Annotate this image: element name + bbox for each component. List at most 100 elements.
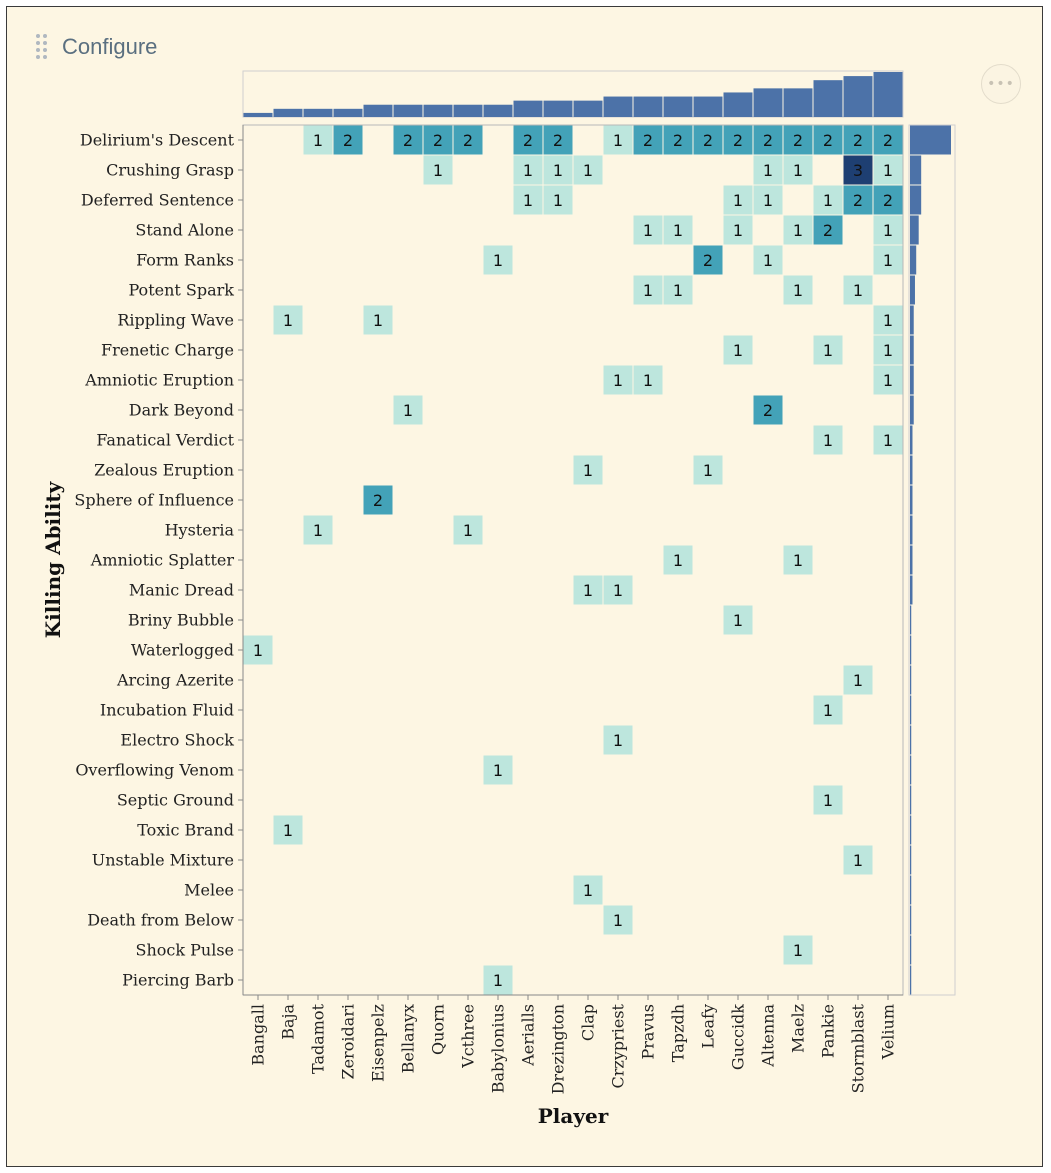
ability-total-bar[interactable] xyxy=(910,635,912,665)
heatmap-cell[interactable] xyxy=(273,305,303,335)
ability-total-bar[interactable] xyxy=(910,755,912,785)
heatmap-cell[interactable] xyxy=(783,935,813,965)
heatmap-cell[interactable] xyxy=(303,125,333,155)
ability-total-bar[interactable] xyxy=(910,695,912,725)
heatmap-cell[interactable] xyxy=(723,605,753,635)
heatmap-cell[interactable] xyxy=(303,515,333,545)
player-total-bar[interactable] xyxy=(633,96,663,117)
ability-total-bar[interactable] xyxy=(910,665,912,695)
configure-button[interactable]: Configure xyxy=(34,32,157,62)
heatmap-cell[interactable] xyxy=(783,545,813,575)
heatmap-cell[interactable] xyxy=(873,425,903,455)
ability-total-bar[interactable] xyxy=(910,125,951,155)
heatmap-cell[interactable] xyxy=(483,965,513,995)
heatmap-cell[interactable] xyxy=(663,275,693,305)
player-total-bar[interactable] xyxy=(483,104,513,117)
heatmap-cell[interactable] xyxy=(363,485,393,515)
heatmap-cell[interactable] xyxy=(783,155,813,185)
heatmap-cell[interactable] xyxy=(633,125,663,155)
player-total-bar[interactable] xyxy=(603,96,633,117)
heatmap-cell[interactable] xyxy=(573,455,603,485)
heatmap-cell[interactable] xyxy=(243,635,273,665)
heatmap-cell[interactable] xyxy=(813,215,843,245)
heatmap-cell[interactable] xyxy=(723,335,753,365)
player-total-bar[interactable] xyxy=(333,108,363,117)
ability-total-bar[interactable] xyxy=(910,185,922,215)
heatmap-cell[interactable] xyxy=(273,815,303,845)
heatmap-cell[interactable] xyxy=(753,395,783,425)
ability-total-bar[interactable] xyxy=(910,485,913,515)
player-total-bar[interactable] xyxy=(453,104,483,117)
heatmap-cell[interactable] xyxy=(633,275,663,305)
heatmap-cell[interactable] xyxy=(813,785,843,815)
heatmap-cell[interactable] xyxy=(513,125,543,155)
heatmap-cell[interactable] xyxy=(753,125,783,155)
player-total-bar[interactable] xyxy=(513,100,543,117)
heatmap-cell[interactable] xyxy=(783,125,813,155)
ability-total-bar[interactable] xyxy=(910,725,912,755)
heatmap-cell[interactable] xyxy=(843,125,873,155)
player-total-bar[interactable] xyxy=(303,108,333,117)
heatmap-cell[interactable] xyxy=(843,185,873,215)
player-total-bar[interactable] xyxy=(663,96,693,117)
player-total-bar[interactable] xyxy=(693,96,723,117)
heatmap-cell[interactable] xyxy=(663,215,693,245)
heatmap-cell[interactable] xyxy=(723,125,753,155)
heatmap-cell[interactable] xyxy=(843,845,873,875)
heatmap-cell[interactable] xyxy=(483,755,513,785)
heatmap-cell[interactable] xyxy=(513,155,543,185)
ability-total-bar[interactable] xyxy=(910,455,913,485)
heatmap-cell[interactable] xyxy=(603,125,633,155)
ability-total-bar[interactable] xyxy=(910,515,913,545)
ability-total-bar[interactable] xyxy=(910,905,912,935)
player-total-bar[interactable] xyxy=(423,104,453,117)
heatmap-cell[interactable] xyxy=(873,335,903,365)
heatmap-cell[interactable] xyxy=(513,185,543,215)
heatmap-cell[interactable] xyxy=(873,125,903,155)
ability-total-bar[interactable] xyxy=(910,935,912,965)
ability-total-bar[interactable] xyxy=(910,305,914,335)
ability-total-bar[interactable] xyxy=(910,605,912,635)
heatmap-cell[interactable] xyxy=(753,185,783,215)
heatmap-cell[interactable] xyxy=(813,695,843,725)
heatmap-cell[interactable] xyxy=(663,125,693,155)
player-total-bar[interactable] xyxy=(753,88,783,117)
heatmap-cell[interactable] xyxy=(663,545,693,575)
heatmap-cell[interactable] xyxy=(543,125,573,155)
heatmap-cell[interactable] xyxy=(693,125,723,155)
heatmap-cell[interactable] xyxy=(693,455,723,485)
heatmap-cell[interactable] xyxy=(573,155,603,185)
heatmap-cell[interactable] xyxy=(393,125,423,155)
ability-total-bar[interactable] xyxy=(910,155,922,185)
heatmap-cell[interactable] xyxy=(873,245,903,275)
ability-total-bar[interactable] xyxy=(910,965,912,995)
heatmap-cell[interactable] xyxy=(843,665,873,695)
ability-total-bar[interactable] xyxy=(910,545,913,575)
heatmap-cell[interactable] xyxy=(873,185,903,215)
player-total-bar[interactable] xyxy=(543,100,573,117)
heatmap-cell[interactable] xyxy=(543,155,573,185)
player-total-bar[interactable] xyxy=(573,100,603,117)
heatmap-cell[interactable] xyxy=(603,725,633,755)
ability-total-bar[interactable] xyxy=(910,215,919,245)
player-total-bar[interactable] xyxy=(723,92,753,117)
player-total-bar[interactable] xyxy=(243,112,273,117)
heatmap-cell[interactable] xyxy=(603,365,633,395)
heatmap-cell[interactable] xyxy=(783,275,813,305)
ability-total-bar[interactable] xyxy=(910,875,912,905)
ability-total-bar[interactable] xyxy=(910,365,914,395)
drag-handle-icon[interactable] xyxy=(34,32,50,62)
player-total-bar[interactable] xyxy=(783,88,813,117)
heatmap-cell[interactable] xyxy=(843,155,873,185)
heatmap-cell[interactable] xyxy=(813,425,843,455)
heatmap-cell[interactable] xyxy=(363,305,393,335)
player-total-bar[interactable] xyxy=(393,104,423,117)
ability-total-bar[interactable] xyxy=(910,815,912,845)
player-total-bar[interactable] xyxy=(273,108,303,117)
heatmap-cell[interactable] xyxy=(573,575,603,605)
heatmap-cell[interactable] xyxy=(873,215,903,245)
heatmap-cell[interactable] xyxy=(543,185,573,215)
ability-total-bar[interactable] xyxy=(910,575,913,605)
heatmap-cell[interactable] xyxy=(453,515,483,545)
heatmap-cell[interactable] xyxy=(573,875,603,905)
